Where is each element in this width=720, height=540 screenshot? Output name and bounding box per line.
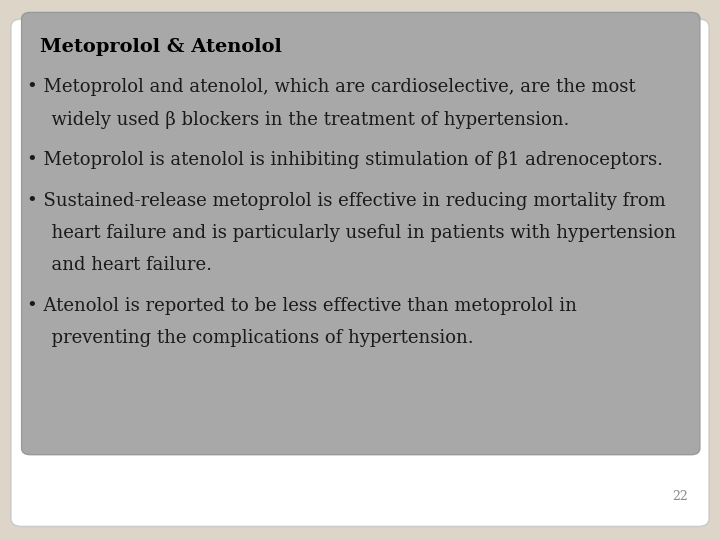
Text: 22: 22 [672,490,688,503]
Text: widely used β blockers in the treatment of hypertension.: widely used β blockers in the treatment … [40,111,569,129]
Text: • Metoprolol is atenolol is inhibiting stimulation of β1 adrenoceptors.: • Metoprolol is atenolol is inhibiting s… [27,151,663,169]
Text: • Atenolol is reported to be less effective than metoprolol in: • Atenolol is reported to be less effect… [27,297,577,315]
Text: • Metoprolol and atenolol, which are cardioselective, are the most: • Metoprolol and atenolol, which are car… [27,78,636,96]
FancyBboxPatch shape [11,19,709,526]
Text: heart failure and is particularly useful in patients with hypertension: heart failure and is particularly useful… [40,224,675,242]
Text: and heart failure.: and heart failure. [40,256,212,274]
Text: Metoprolol & Atenolol: Metoprolol & Atenolol [40,38,282,56]
Text: preventing the complications of hypertension.: preventing the complications of hyperten… [40,329,473,347]
FancyBboxPatch shape [22,12,700,455]
Text: • Sustained-release metoprolol is effective in reducing mortality from: • Sustained-release metoprolol is effect… [27,192,666,210]
